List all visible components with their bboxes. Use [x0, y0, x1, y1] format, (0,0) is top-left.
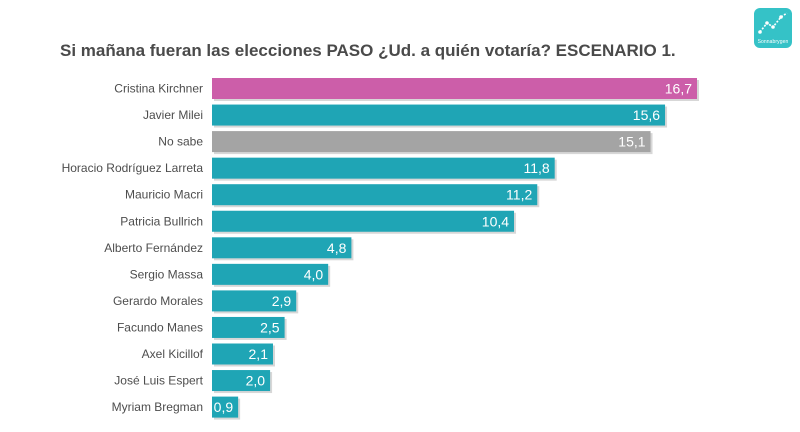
value-label: 2,0	[246, 373, 266, 389]
category-label: Facundo Manes	[117, 320, 203, 334]
bar	[212, 78, 697, 99]
category-label: Patricia Bullrich	[120, 214, 203, 228]
bar	[212, 316, 285, 338]
bar	[212, 343, 273, 365]
logo-text: Sonnabrygen	[757, 39, 789, 45]
bar	[212, 370, 271, 392]
brand-logo: Sonnabrygen	[754, 8, 792, 48]
value-label: 10,4	[482, 213, 509, 229]
bar	[212, 396, 239, 418]
category-label: Sergio Massa	[130, 267, 204, 281]
category-label: Horacio Rodríguez Larreta	[62, 161, 204, 175]
value-label: 2,5	[260, 319, 280, 335]
category-label: No sabe	[158, 135, 203, 149]
trend-chart-icon	[758, 12, 788, 34]
category-label: Mauricio Macri	[125, 188, 203, 202]
bar	[212, 184, 538, 206]
bar	[212, 104, 666, 126]
bar	[212, 131, 651, 153]
value-label: 15,6	[633, 107, 660, 123]
bar	[212, 210, 515, 232]
bar	[212, 263, 329, 285]
category-label: Axel Kicillof	[142, 347, 204, 361]
bar	[212, 237, 352, 259]
category-label: Cristina Kirchner	[114, 82, 203, 96]
value-label: 0,9	[214, 399, 234, 415]
category-label: José Luis Espert	[114, 374, 203, 388]
value-label: 2,1	[249, 346, 269, 362]
category-label: Alberto Fernández	[104, 241, 203, 255]
category-label: Myriam Bregman	[112, 400, 203, 414]
value-label: 2,9	[272, 293, 292, 309]
value-label: 15,1	[618, 134, 645, 150]
chart-title: Si mañana fueran las elecciones PASO ¿Ud…	[60, 41, 676, 60]
category-label: Gerardo Morales	[113, 294, 203, 308]
value-label: 11,2	[506, 187, 532, 203]
value-label: 4,8	[327, 240, 347, 256]
value-label: 16,7	[665, 81, 692, 97]
bar	[212, 157, 555, 179]
value-label: 4,0	[304, 266, 324, 282]
category-label: Javier Milei	[143, 108, 203, 122]
bar	[212, 290, 297, 312]
value-label: 11,8	[523, 160, 549, 176]
